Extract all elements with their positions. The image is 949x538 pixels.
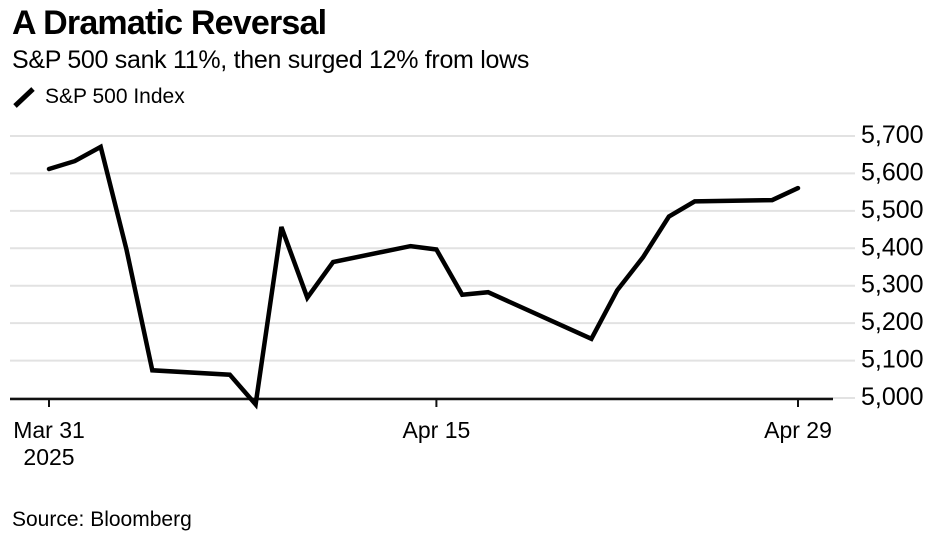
y-axis-label: 5,600 — [861, 158, 924, 186]
line-series-icon — [13, 87, 35, 108]
legend-label: S&P 500 Index — [45, 85, 185, 108]
y-axis-label: 5,000 — [861, 383, 924, 411]
sp500-index-line — [46, 143, 801, 410]
chart-subtitle: S&P 500 sank 11%, then surged 12% from l… — [12, 46, 530, 74]
y-axis-label: 5,100 — [861, 346, 924, 374]
legend: S&P 500 Index — [12, 85, 185, 109]
x-axis-label: Mar 31 — [13, 417, 85, 443]
y-axis-label: 5,300 — [861, 271, 924, 299]
source-note: Source: Bloomberg — [12, 508, 192, 531]
chart-title: A Dramatic Reversal — [12, 4, 327, 42]
x-axis-label: Apr 29 — [764, 417, 832, 443]
y-axis-label: 5,200 — [861, 308, 924, 336]
x-axis-label: Apr 15 — [403, 417, 471, 443]
x-axis-sublabel: 2025 — [23, 444, 74, 470]
y-axis-label: 5,500 — [861, 196, 924, 224]
y-axis-label: 5,700 — [861, 121, 924, 149]
y-axis-label: 5,400 — [861, 233, 924, 261]
